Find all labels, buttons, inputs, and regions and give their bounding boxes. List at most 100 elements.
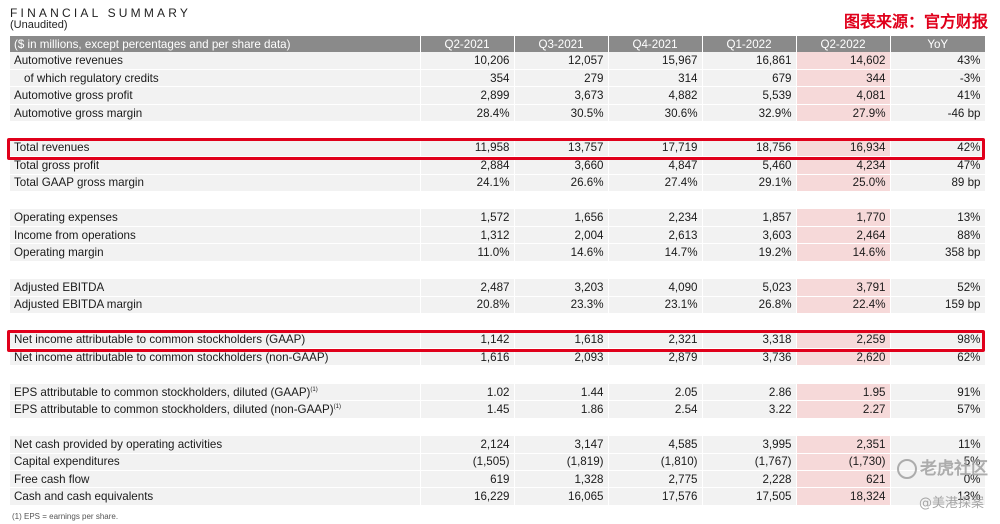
table-cell: 62% <box>890 348 986 367</box>
row-label-text: Adjusted EBITDA <box>14 280 105 294</box>
table-cell: (1,819) <box>514 453 609 472</box>
table-cell: 4,847 <box>608 156 703 175</box>
table-cell: 4,585 <box>608 435 703 454</box>
table-cell: 2,879 <box>608 348 703 367</box>
spacer-cell <box>10 121 986 140</box>
table-row: EPS attributable to common stockholders,… <box>10 400 986 419</box>
table-cell: 1.44 <box>514 383 609 402</box>
row-label-text: Adjusted EBITDA margin <box>14 298 143 312</box>
table-cell: 1,656 <box>514 208 609 227</box>
table-cell: 2,613 <box>608 226 703 245</box>
row-label-text: Total GAAP gross margin <box>14 176 144 190</box>
table-cell: 16,065 <box>514 487 609 506</box>
table-cell: 2,004 <box>514 226 609 245</box>
row-label-text: Capital expenditures <box>14 455 120 469</box>
table-cell: 24.1% <box>420 174 515 193</box>
table-cell: 621 <box>796 470 891 489</box>
table-cell: (1,505) <box>420 453 515 472</box>
table-cell: 2,899 <box>420 86 515 105</box>
column-header-q4-2021: Q4-2021 <box>608 36 703 52</box>
table-cell: 14.7% <box>608 243 703 262</box>
table-cell: 1.45 <box>420 400 515 419</box>
row-label: Operating margin <box>10 243 421 262</box>
row-label: EPS attributable to common stockholders,… <box>10 383 421 402</box>
row-label: Net income attributable to common stockh… <box>10 331 421 349</box>
table-cell: 679 <box>702 69 797 88</box>
table-row: Cash and cash equivalents 16,229 16,065 17,… <box>10 487 986 506</box>
table-row: Automotive gross profit 2,899 3,673 4,882 5,… <box>10 86 986 105</box>
table-row: Total revenues 11,958 13,757 17,719 18,756 16… <box>10 139 986 158</box>
table-cell: 4,090 <box>608 278 703 297</box>
table-cell: 89 bp <box>890 174 986 193</box>
table-cell: 1,142 <box>420 331 515 349</box>
table-cell: 3,736 <box>702 348 797 367</box>
row-label: Capital expenditures <box>10 453 421 472</box>
table-cell: 159 bp <box>890 296 986 315</box>
financial-summary-table: ($ in millions, except percentages and p… <box>10 36 986 506</box>
table-cell: 15,967 <box>608 52 703 70</box>
table-cell: 1.86 <box>514 400 609 419</box>
spacer-row <box>10 418 986 437</box>
watermark-main-text: 老虎社区 <box>920 459 988 479</box>
table-cell: 2,234 <box>608 208 703 227</box>
column-header-q3-2021: Q3-2021 <box>514 36 609 52</box>
row-label: Total revenues <box>10 139 421 158</box>
spacer-row <box>10 313 986 332</box>
table-cell: 30.5% <box>514 104 609 123</box>
table-cell: 16,934 <box>796 139 891 158</box>
row-label: Operating expenses <box>10 208 421 227</box>
row-label: Cash and cash equivalents <box>10 487 421 506</box>
table-cell: 2,464 <box>796 226 891 245</box>
spacer-cell <box>10 191 986 210</box>
row-label-text: Automotive gross profit <box>14 89 133 103</box>
spacer-row <box>10 365 986 384</box>
row-label-text: Cash and cash equivalents <box>14 490 154 504</box>
row-label-text: Free cash flow <box>14 472 90 486</box>
row-label: Net income attributable to common stockh… <box>10 348 421 367</box>
row-label-text: Operating margin <box>14 246 104 260</box>
table-cell: 4,234 <box>796 156 891 175</box>
table-cell: 17,576 <box>608 487 703 506</box>
table-cell: 1,618 <box>514 331 609 349</box>
table-row: Income from operations 1,312 2,004 2,613 3,6… <box>10 226 986 245</box>
table-cell: 3,203 <box>514 278 609 297</box>
table-cell: 3.22 <box>702 400 797 419</box>
table-cell: 4,882 <box>608 86 703 105</box>
table-cell: 14,602 <box>796 52 891 70</box>
row-label: Automotive gross profit <box>10 86 421 105</box>
table-cell: (1,767) <box>702 453 797 472</box>
table-cell: 52% <box>890 278 986 297</box>
row-label-text: EPS attributable to common stockholders,… <box>14 385 311 399</box>
column-header-q2-2022: Q2-2022 <box>796 36 891 52</box>
table-cell: -3% <box>890 69 986 88</box>
table-cell: 22.4% <box>796 296 891 315</box>
table-cell: 354 <box>420 69 515 88</box>
table-row: Net cash provided by operating activitie… <box>10 435 986 454</box>
table-cell: 2,884 <box>420 156 515 175</box>
table-cell: 2,228 <box>702 470 797 489</box>
table-cell: 18,324 <box>796 487 891 506</box>
table-cell: 2,093 <box>514 348 609 367</box>
table-cell: 4,081 <box>796 86 891 105</box>
table-cell: 32.9% <box>702 104 797 123</box>
table-cell: 19.2% <box>702 243 797 262</box>
column-header-q2-2021: Q2-2021 <box>420 36 515 52</box>
table-cell: 43% <box>890 52 986 70</box>
row-label-text: Net cash provided by operating activitie… <box>14 437 223 451</box>
row-label-text: Net income attributable to common stockh… <box>14 333 306 347</box>
table-cell: 1,770 <box>796 208 891 227</box>
table-cell: 344 <box>796 69 891 88</box>
spacer-cell <box>10 261 986 280</box>
table-row: EPS attributable to common stockholders,… <box>10 383 986 402</box>
table-row: of which regulatory credits 354 279 314 679 3… <box>10 69 986 88</box>
footnote: (1) EPS = earnings per share. <box>12 512 119 521</box>
table-row: Operating expenses 1,572 1,656 2,234 1,857 1,… <box>10 208 986 227</box>
table-cell: (1,810) <box>608 453 703 472</box>
table-cell: 2,124 <box>420 435 515 454</box>
row-label-text: Net income attributable to common stockh… <box>14 350 329 364</box>
table-cell: 2,321 <box>608 331 703 349</box>
row-label-text: EPS attributable to common stockholders,… <box>14 402 334 416</box>
table-cell: 3,147 <box>514 435 609 454</box>
column-header-label: ($ in millions, except percentages and p… <box>10 36 421 52</box>
column-header-q1-2022: Q1-2022 <box>702 36 797 52</box>
